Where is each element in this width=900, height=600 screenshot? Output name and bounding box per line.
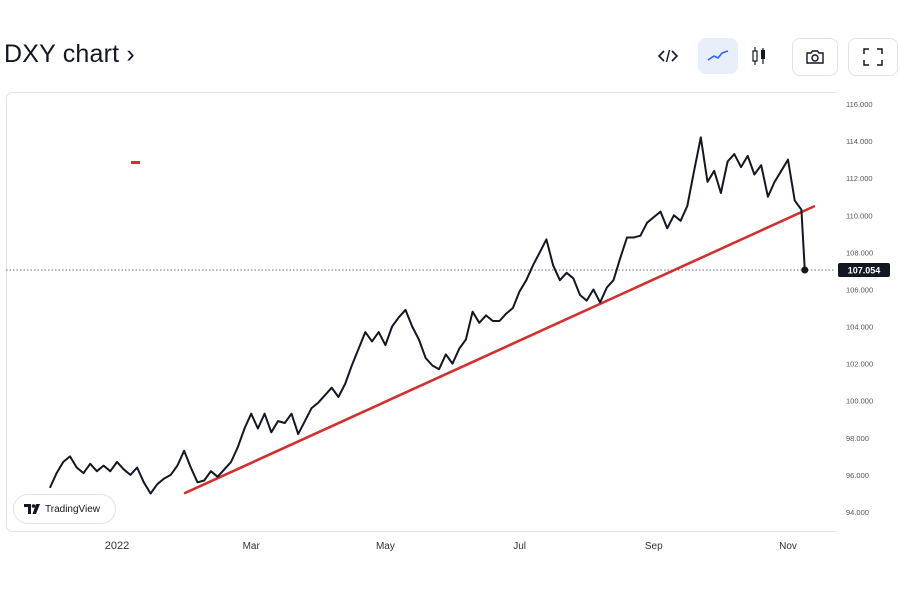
y-tick-label: 112.000 xyxy=(846,174,873,183)
y-tick-label: 104.000 xyxy=(846,323,873,332)
y-tick-label: 114.000 xyxy=(846,137,873,146)
trendline[interactable] xyxy=(183,204,816,495)
y-tick-label: 116.000 xyxy=(846,100,873,109)
x-tick-label: Sep xyxy=(645,541,663,552)
chart-panel xyxy=(6,92,836,532)
y-tick-label: 98.000 xyxy=(846,434,869,443)
camera-icon xyxy=(806,50,824,64)
y-tick-label: 106.000 xyxy=(846,285,873,294)
y-tick-label: 100.000 xyxy=(846,397,873,406)
fullscreen-button[interactable] xyxy=(848,38,898,76)
x-tick-label: Nov xyxy=(779,541,797,552)
tradingview-label: TradingView xyxy=(45,503,101,515)
last-price-marker[interactable] xyxy=(801,266,809,274)
y-tick-label: 96.000 xyxy=(846,471,869,480)
page-title[interactable]: DXY chart › xyxy=(4,40,135,68)
line-chart-icon xyxy=(707,50,729,61)
x-tick-label: Jul xyxy=(513,541,526,552)
y-tick-label: 102.000 xyxy=(846,360,873,369)
line-style-button[interactable] xyxy=(698,38,738,74)
code-icon xyxy=(658,49,678,63)
last-price-value: 107.054 xyxy=(848,265,881,275)
last-price-badge xyxy=(838,262,890,277)
fullscreen-icon xyxy=(863,48,883,66)
tradingview-logo[interactable]: TradingView xyxy=(13,494,116,524)
chart-toolbar xyxy=(640,38,900,78)
x-tick-label: May xyxy=(376,541,395,552)
series-line[interactable] xyxy=(48,136,806,495)
y-axis: 116.000 114.000 112.000 110.000 108.000 106.0… xyxy=(846,100,873,517)
y-tick-label: 110.000 xyxy=(846,211,873,220)
x-axis: 2022 Mar May Jul Sep Nov xyxy=(105,540,797,552)
candlestick-icon xyxy=(752,47,765,65)
y-tick-label: 94.000 xyxy=(846,508,869,517)
last-price-label: 107.054 xyxy=(838,262,890,277)
embed-button[interactable] xyxy=(654,38,682,74)
candle-style-button[interactable] xyxy=(744,38,774,74)
screenshot-button[interactable] xyxy=(792,38,838,76)
x-tick-label: Mar xyxy=(243,541,261,552)
y-tick-label: 108.000 xyxy=(846,248,873,257)
tradingview-icon xyxy=(24,504,40,514)
annotation-marker xyxy=(131,161,140,164)
x-tick-label: 2022 xyxy=(105,540,129,552)
